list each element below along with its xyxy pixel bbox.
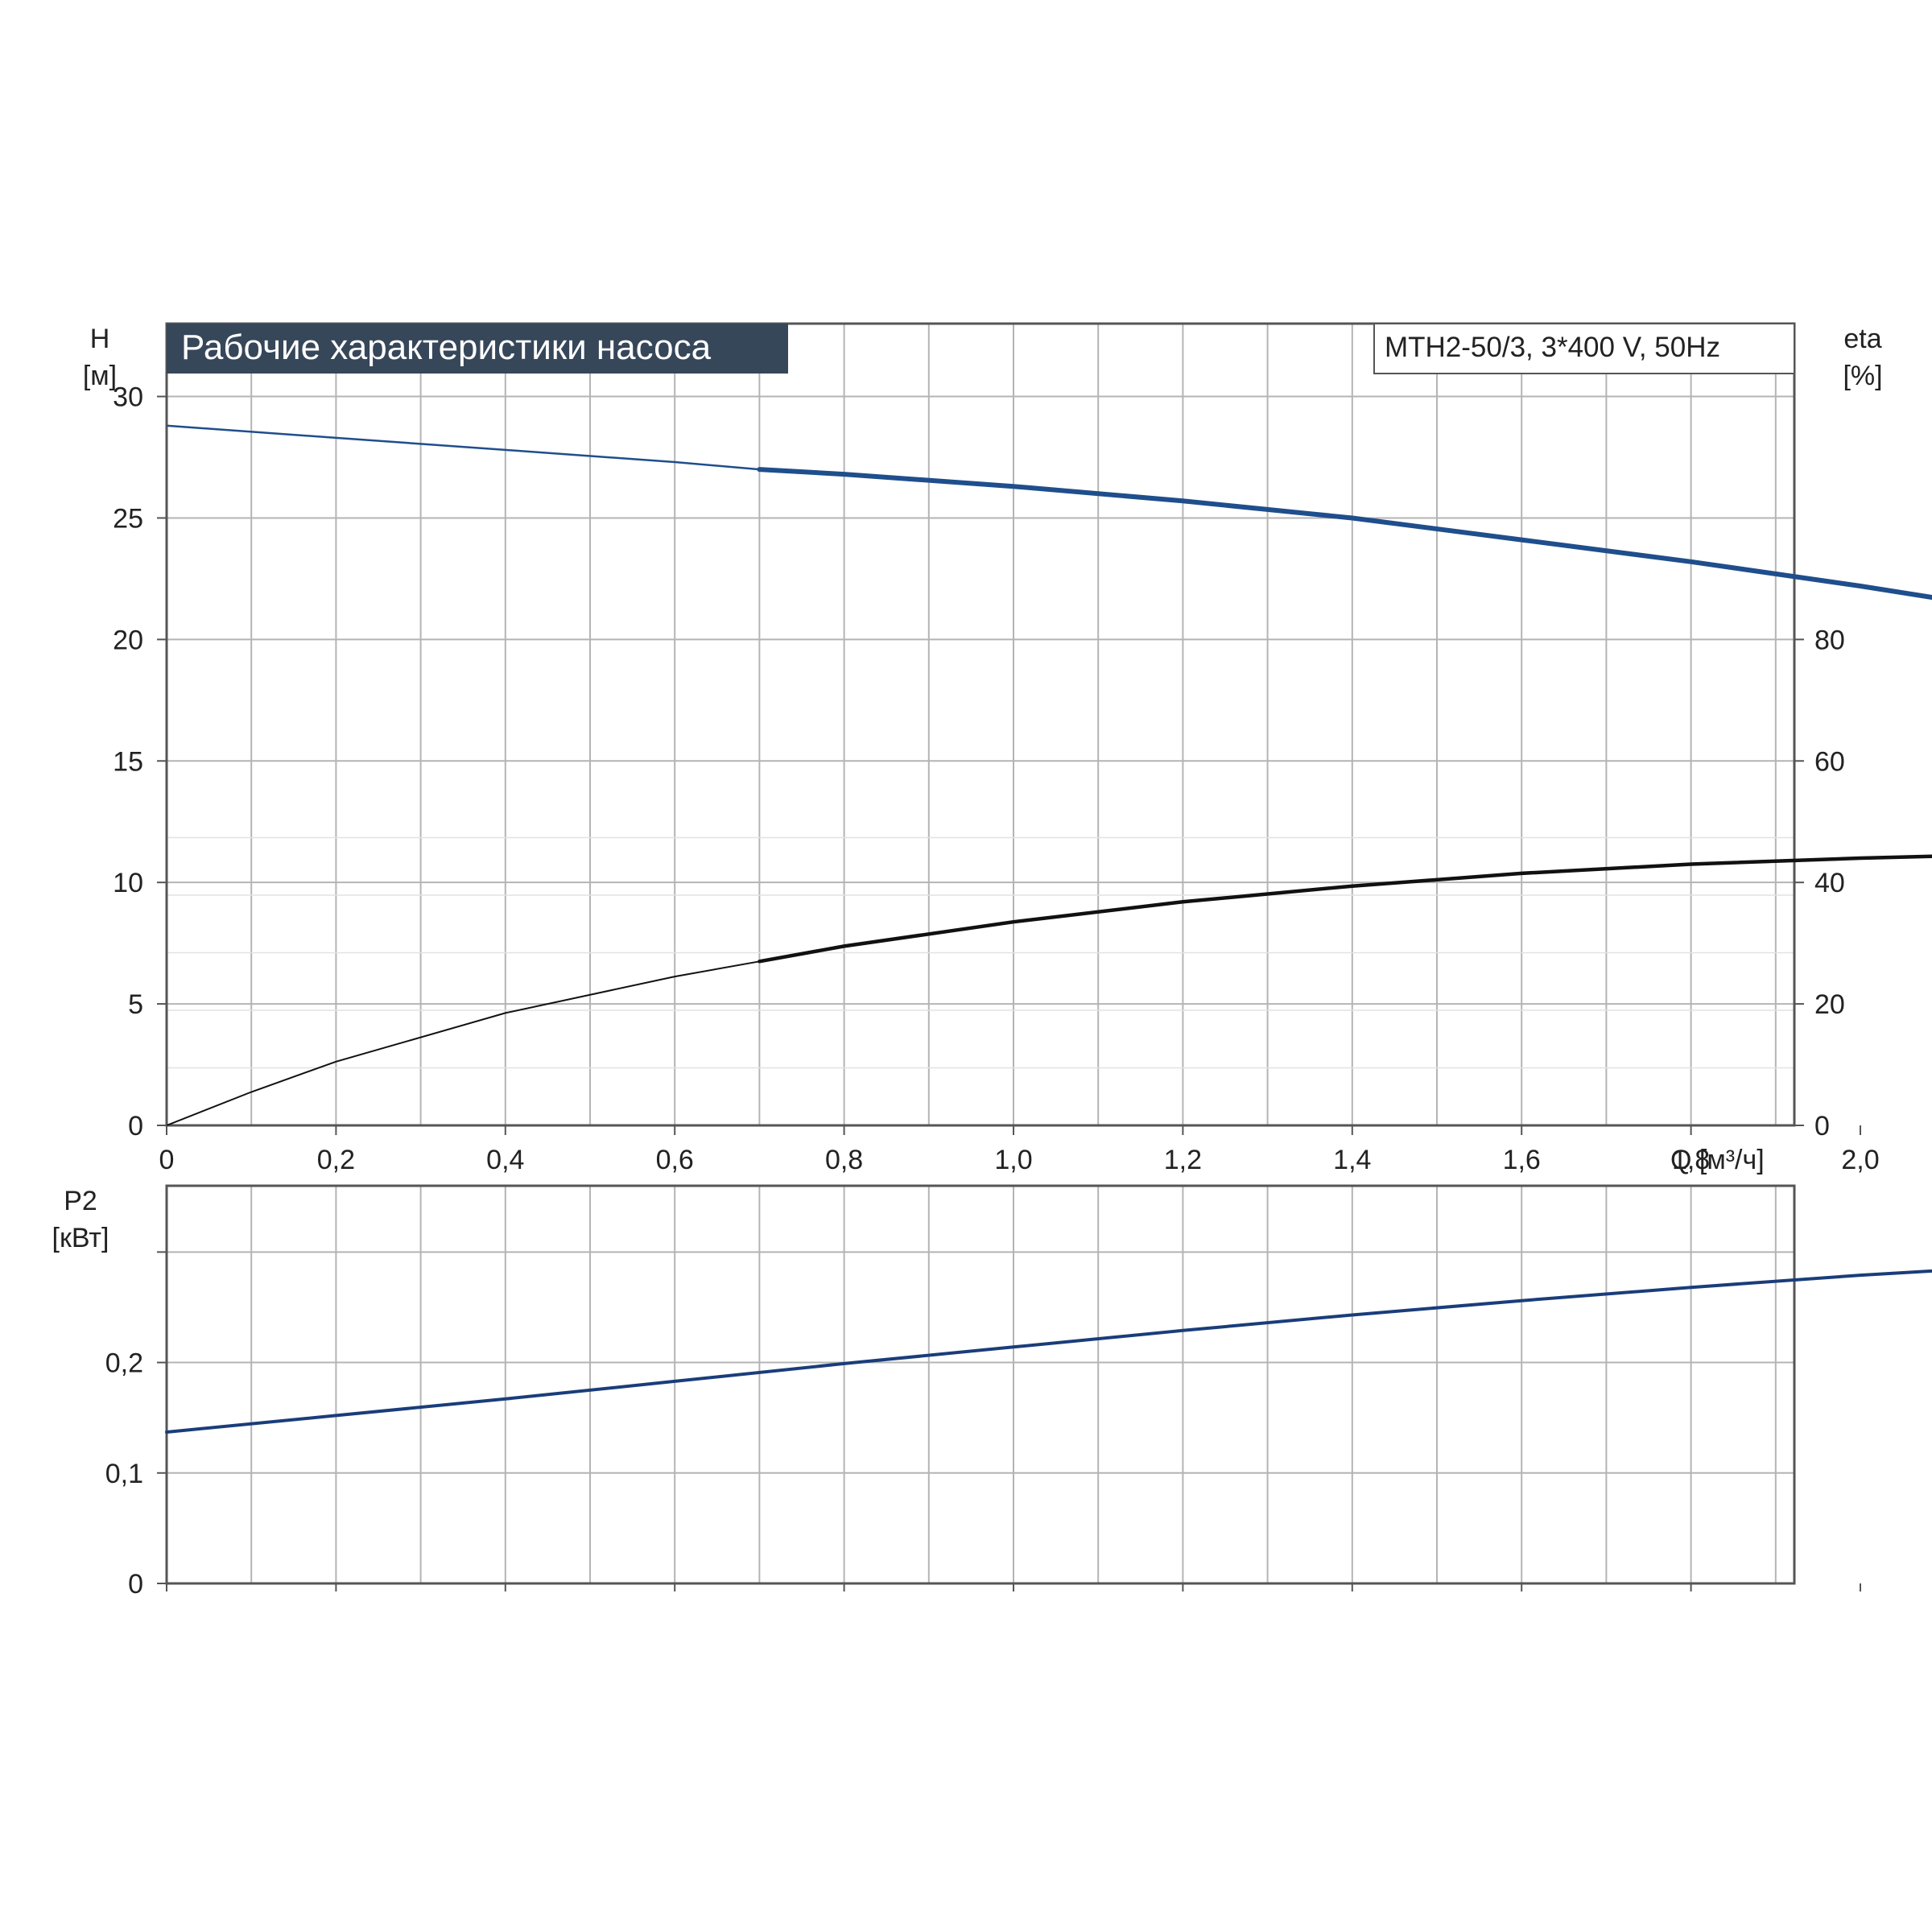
head-efficiency-tick-labels: 00,20,40,60,81,01,21,41,61,82,02,22,42,6… — [113, 382, 1879, 1175]
x-tick-label: 1,4 — [1333, 1145, 1371, 1175]
x-tick-label: 2,0 — [1841, 1145, 1879, 1175]
x-tick-label: 0,6 — [656, 1145, 694, 1175]
efficiency-tick-label: 80 — [1814, 625, 1845, 655]
head-tick-label: 25 — [113, 503, 143, 534]
x-tick-label: 1,8 — [1672, 1145, 1710, 1175]
head-tick-label: 5 — [128, 989, 143, 1020]
head-efficiency-curves — [166, 424, 1932, 1126]
power-tick-label: 0 — [128, 1569, 143, 1600]
power-axis-symbol: P2 — [64, 1186, 97, 1216]
head-tick-label: 10 — [113, 868, 143, 898]
power-tick-labels: 0 0,1 0,2 — [105, 1251, 1861, 1600]
efficiency-axis-symbol: eta — [1843, 324, 1881, 354]
x-tick-label: 1,6 — [1503, 1145, 1541, 1175]
x-tick-label: 1,2 — [1164, 1145, 1202, 1175]
chart-title-box — [167, 324, 788, 374]
head-curve — [757, 467, 1932, 601]
x-tick-label: 1,0 — [994, 1145, 1032, 1175]
power-tick-label: 0,2 — [105, 1348, 143, 1379]
efficiency-curve — [758, 854, 1932, 964]
head-curve-thin — [166, 424, 760, 471]
x-tick-label: 0,4 — [486, 1145, 524, 1175]
efficiency-tick-label: 60 — [1814, 746, 1845, 777]
efficiency-tick-label: 20 — [1814, 989, 1845, 1020]
pump-model-box — [1373, 323, 1795, 374]
pump-model-label: MTH2-50/3, 3*400 V, 50Hz — [1385, 332, 1720, 363]
x-tick-label: 0,8 — [825, 1145, 863, 1175]
flow-axis-label: Q [м³/ч] — [1670, 1145, 1765, 1175]
head-axis-unit: [м] — [83, 361, 117, 391]
power-axis-unit: [кВт] — [52, 1223, 109, 1253]
power-curves — [165, 1269, 1932, 1434]
head-tick-label: 15 — [113, 746, 143, 777]
head-efficiency-plot-frame — [165, 322, 1796, 1127]
efficiency-curve-thin — [166, 960, 760, 1126]
x-tick-label: 0,2 — [317, 1145, 355, 1175]
chart-title: Рабочие характеристики насоса — [181, 328, 712, 367]
power-plot-frame — [165, 1184, 1796, 1585]
power-curve — [165, 1269, 1932, 1434]
head-tick-label: 0 — [128, 1111, 143, 1141]
power-tick-label: 0,1 — [105, 1459, 143, 1489]
head-axis-symbol: H — [90, 324, 110, 354]
efficiency-tick-label: 40 — [1814, 868, 1845, 898]
head-tick-label: 20 — [113, 625, 143, 655]
head-tick-label: 30 — [113, 382, 143, 413]
efficiency-tick-label: 0 — [1814, 1111, 1830, 1141]
power-grid — [167, 1186, 1794, 1583]
head-efficiency-grid — [167, 324, 1794, 1125]
x-tick-label: 0 — [159, 1145, 175, 1175]
efficiency-axis-unit: [%] — [1843, 361, 1882, 391]
